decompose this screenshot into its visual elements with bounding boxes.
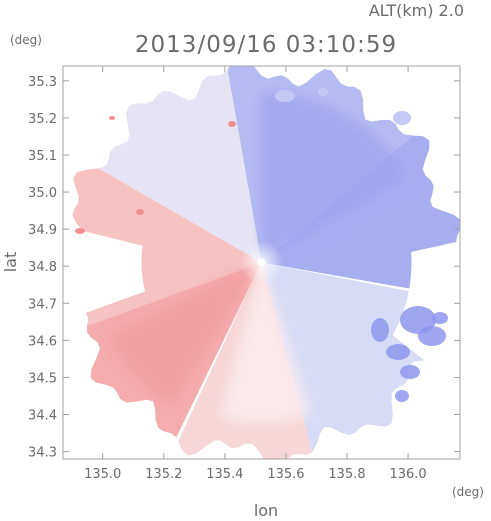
altitude-label: ALT(km) 2.0: [369, 1, 464, 20]
x-tick-label: 135.2: [145, 467, 182, 482]
echo-fringe-cell: [275, 90, 295, 102]
x-tick-label: 136.0: [389, 467, 426, 482]
x-axis-ticks: 135.0 135.2 135.4 135.6 135.8 136.0: [84, 66, 427, 482]
y-tick-label: 34.7: [28, 297, 57, 312]
echo-fringe-cell: [393, 111, 411, 125]
echo-eastern-cell: [371, 318, 389, 342]
x-tick-label: 135.8: [328, 467, 365, 482]
plot-frame: [62, 65, 461, 460]
y-unit-label: (deg): [10, 33, 42, 47]
y-tick-label: 34.3: [28, 446, 57, 461]
x-tick-label: 135.4: [206, 467, 243, 482]
y-tick-label: 34.5: [28, 371, 57, 386]
echo-speckle: [75, 228, 85, 234]
chart-title: 2013/09/16 03:10:59: [135, 32, 397, 58]
y-tick-label: 34.9: [28, 223, 57, 238]
echo-north-sector: [98, 69, 262, 263]
y-tick-label: 34.6: [28, 334, 57, 349]
echo-neutral-band: [220, 262, 311, 423]
radar-echo-field: [72, 66, 460, 459]
plot-area: [72, 66, 460, 459]
y-tick-label: 34.8: [28, 260, 57, 275]
x-axis-title: lon: [254, 501, 278, 520]
y-tick-label: 35.1: [28, 149, 57, 164]
echo-north-west-sector: [72, 168, 262, 326]
echo-blend: [107, 92, 409, 423]
echo-eastern-cell: [395, 390, 409, 402]
echo-eastern-cell: [418, 326, 446, 346]
x-tick-label: 135.6: [267, 467, 304, 482]
echo-speckle: [136, 209, 144, 215]
echo-strong-recede: [107, 262, 262, 407]
echo-speckle: [228, 121, 236, 127]
echo-fringe-cell: [318, 88, 328, 96]
echo-speckle: [109, 116, 115, 120]
echo-east-sector: [261, 135, 460, 289]
echo-eastern-cell: [400, 365, 420, 379]
y-axis-title: lat: [1, 252, 20, 273]
y-tick-label: 35.2: [28, 112, 57, 127]
echo-eastern-cell: [432, 312, 448, 324]
radar-site: [257, 258, 266, 267]
y-tick-label: 35.3: [28, 75, 57, 90]
x-unit-label: (deg): [452, 485, 484, 499]
y-axis-ticks: 34.3 34.4 34.5 34.6 34.7 34.8 34.9 35.0 35.1 35.2…: [28, 75, 460, 461]
x-tick-label: 135.0: [84, 467, 121, 482]
echo-eastern-cell: [386, 344, 410, 360]
y-tick-label: 35.0: [28, 186, 57, 201]
y-tick-label: 34.4: [28, 409, 57, 424]
echo-strong-approach: [261, 92, 409, 263]
